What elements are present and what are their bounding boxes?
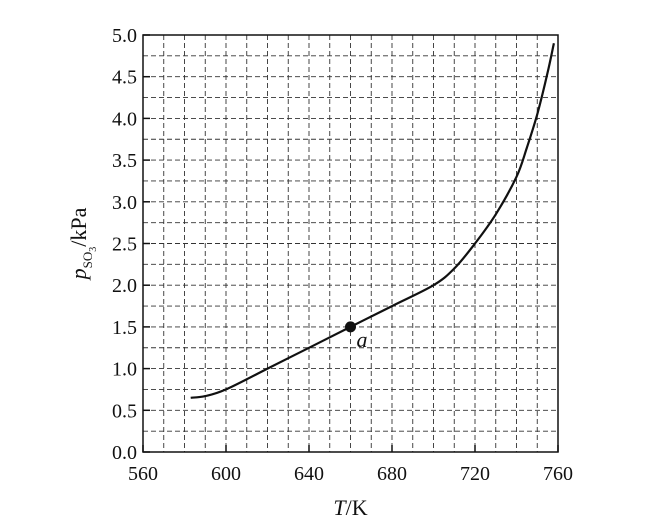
x-axis-variable: T	[333, 495, 347, 520]
point-marker	[345, 321, 356, 333]
x-tick-labels: 560 600 640 680 720 760	[128, 463, 573, 485]
y-tick-labels: 0.0 0.5 1.0 1.5 2.0 2.5 3.0 3.5 4.0 4.5 5.0	[112, 25, 137, 464]
y-tick-label: 2.5	[112, 234, 137, 256]
y-tick-label: 5.0	[112, 25, 137, 47]
x-tick-label: 760	[543, 463, 573, 485]
x-tick-label: 720	[460, 463, 490, 485]
x-axis-unit: /K	[346, 495, 368, 520]
y-tick-label: 3.5	[112, 150, 137, 172]
y-tick-label: 1.0	[112, 359, 137, 381]
annotations: a	[345, 321, 368, 352]
y-axis-title-group: pSO3/kPa	[66, 207, 99, 281]
x-tick-label: 600	[211, 463, 241, 485]
y-axis-subscript: SO	[80, 252, 95, 269]
x-tick-label: 640	[294, 463, 324, 485]
y-axis-title: pSO3/kPa	[66, 207, 99, 281]
y-tick-label: 4.5	[112, 67, 137, 89]
x-axis-title: T/K	[333, 495, 367, 520]
y-tick-label: 0.0	[112, 442, 137, 464]
y-axis-unit: /kPa	[66, 207, 91, 246]
point-label: a	[357, 327, 368, 352]
x-tick-label: 680	[377, 463, 407, 485]
x-tick-label: 560	[128, 463, 158, 485]
grid	[143, 35, 558, 452]
series-line	[190, 43, 555, 399]
y-tick-label: 4.0	[112, 108, 137, 130]
y-axis-subscript-digit: 3	[88, 247, 99, 252]
y-tick-label: 2.0	[112, 275, 137, 297]
y-tick-label: 3.0	[112, 192, 137, 214]
y-tick-label: 1.5	[112, 317, 137, 339]
axis-ticks	[142, 34, 559, 453]
y-tick-label: 0.5	[112, 400, 137, 422]
y-axis-variable: p	[66, 268, 91, 281]
